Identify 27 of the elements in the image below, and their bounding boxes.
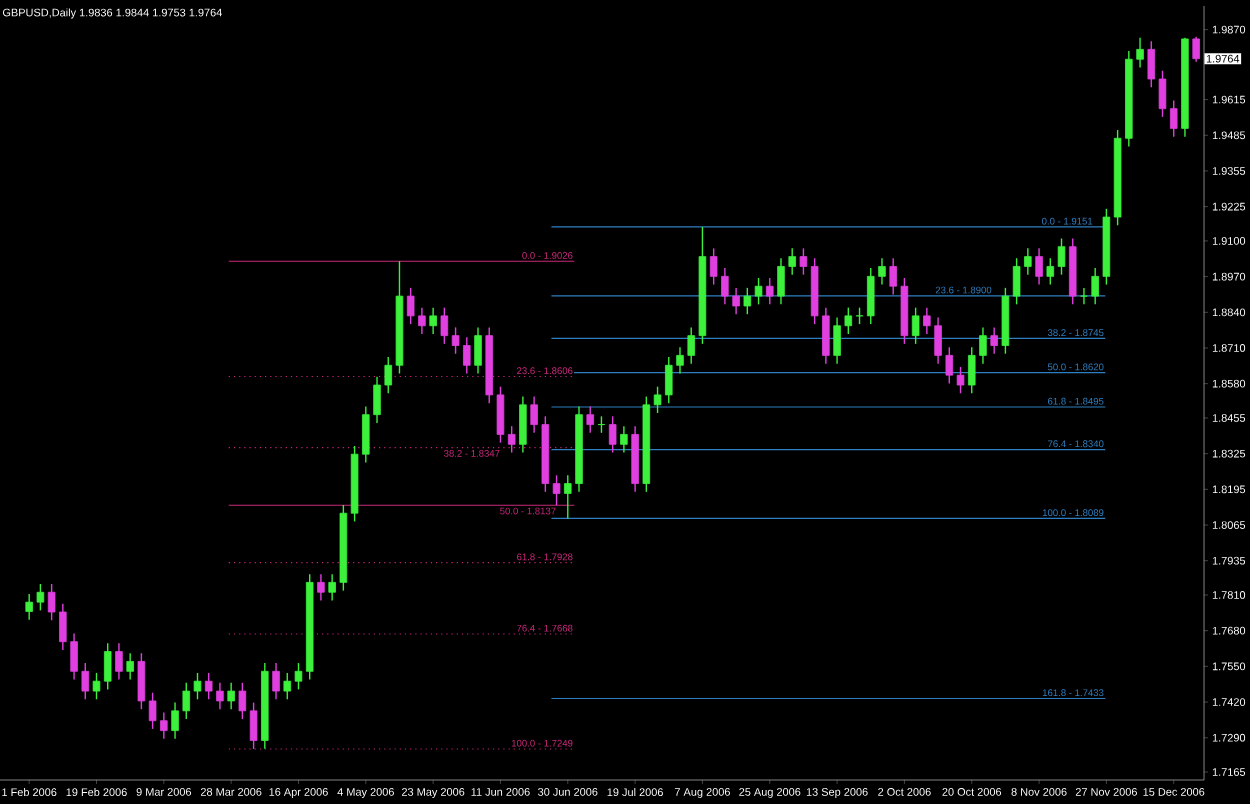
candlestick	[272, 662, 280, 700]
candlestick	[990, 326, 998, 355]
candlestick	[474, 326, 482, 375]
candlestick	[519, 395, 527, 454]
candlestick	[238, 682, 247, 720]
candlestick	[1035, 247, 1043, 286]
candlestick	[137, 652, 146, 710]
candlestick	[1080, 287, 1088, 306]
candlestick	[754, 277, 763, 306]
candlestick	[766, 277, 774, 306]
candlestick	[743, 287, 752, 315]
candlestick	[956, 366, 965, 394]
candlestick	[911, 306, 920, 345]
candlestick	[126, 652, 134, 681]
candlestick	[608, 415, 617, 454]
candlestick	[317, 573, 325, 602]
candlestick	[552, 474, 561, 506]
candlestick	[799, 247, 808, 276]
candlestick	[429, 306, 437, 335]
candlestick	[1192, 36, 1200, 63]
candlestick	[227, 682, 235, 710]
candlestick	[620, 425, 628, 454]
candlestick	[586, 405, 594, 434]
candlestick	[249, 701, 258, 750]
candlestick	[507, 425, 516, 454]
candlestick	[115, 642, 123, 681]
candlestick	[440, 306, 449, 345]
